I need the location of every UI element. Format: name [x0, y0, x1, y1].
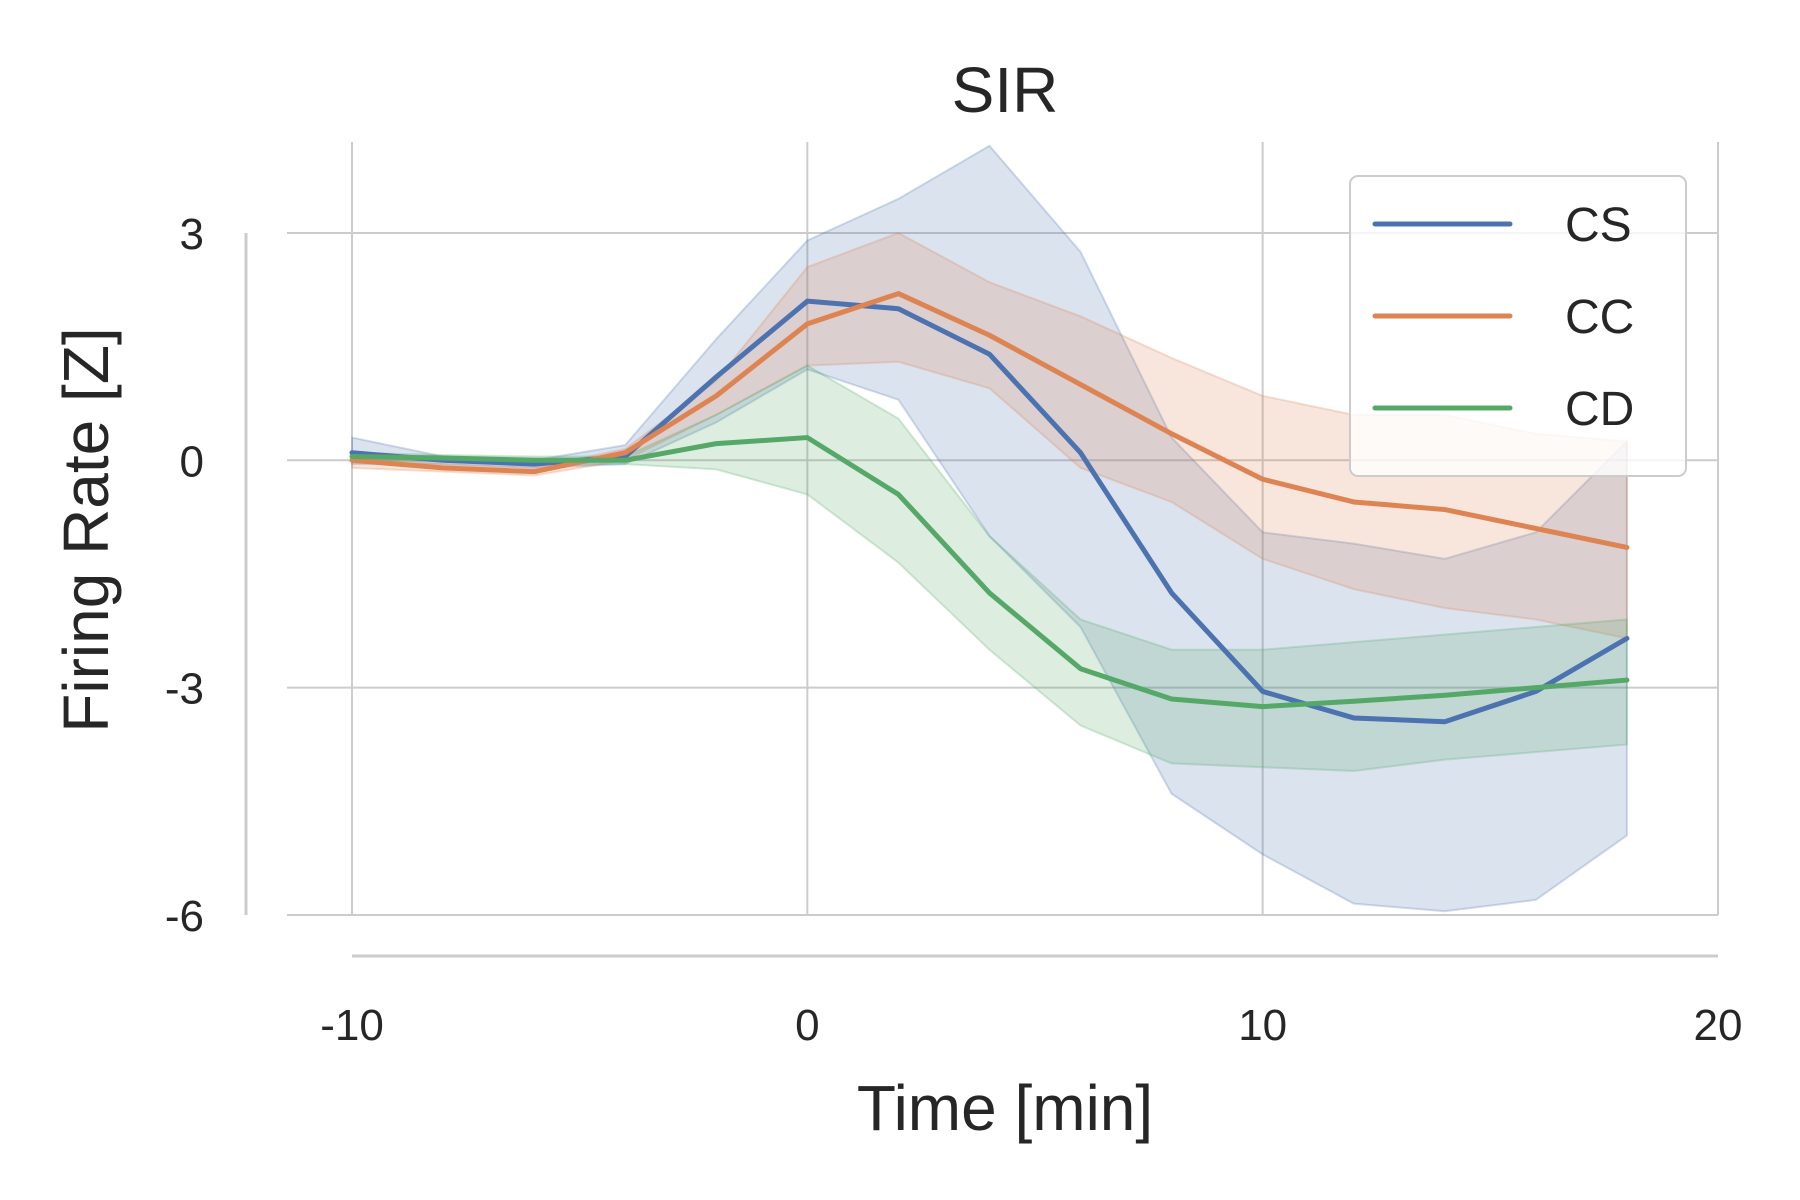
confidence-band-cd	[351, 364, 1628, 773]
y-tick-label: 3	[180, 210, 204, 259]
legend-label-cs: CS	[1565, 199, 1632, 252]
y-tick-label: -6	[165, 892, 204, 941]
tick-labels: -10 0 10 20 -6 -3 0 3	[165, 210, 1743, 1050]
confidence-bands	[351, 144, 1628, 913]
series-line-cd	[349, 435, 1630, 710]
x-tick-label: 0	[795, 1001, 819, 1050]
axis-spines	[244, 232, 1718, 958]
confidence-band-cs	[351, 144, 1628, 913]
x-tick-label: 10	[1238, 1001, 1287, 1050]
legend-label-cc: CC	[1565, 291, 1634, 344]
series-line-cc	[349, 291, 1630, 550]
y-axis-label: Firing Rate [Z]	[50, 327, 122, 732]
x-tick-label: 20	[1694, 1001, 1743, 1050]
series-lines	[349, 291, 1630, 725]
x-axis-label: Time [min]	[857, 1072, 1153, 1144]
legend: CS CC CD	[1349, 175, 1687, 477]
y-tick-label: 0	[180, 437, 204, 486]
legend-box	[1349, 175, 1687, 477]
chart-title: SIR	[952, 54, 1059, 126]
y-tick-label: -3	[165, 665, 204, 714]
x-tick-label: -10	[320, 1001, 384, 1050]
legend-label-cd: CD	[1565, 383, 1634, 436]
